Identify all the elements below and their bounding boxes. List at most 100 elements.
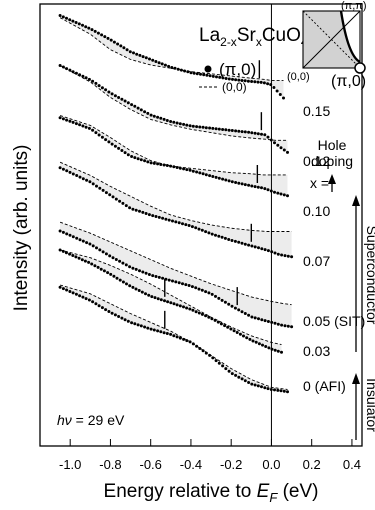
data-point [171,279,174,283]
data-point [226,325,230,329]
data-point [148,57,151,61]
legend: (π,0) (0,0) [199,60,256,94]
data-point [135,52,139,56]
data-point [164,217,168,221]
data-point [144,56,148,60]
data-point [126,101,130,105]
data-point [185,306,189,310]
data-point [230,372,234,376]
data-point [184,223,188,227]
data-point [156,162,160,166]
data-point [175,335,179,339]
data-point [128,265,132,269]
reference-curve-00 [59,284,288,390]
data-point [247,130,251,134]
data-point [229,327,233,331]
data-point [113,94,117,98]
data-point [211,74,215,78]
data-point [108,254,112,258]
data-point [106,271,110,275]
data-point [194,310,198,314]
data-point [165,332,169,335]
legend-label-00: (0,0) [222,80,247,94]
data-point [146,111,150,115]
data-point [224,178,228,182]
data-point [104,191,108,195]
data-point [146,160,150,164]
data-point [71,291,75,295]
data-point [234,373,238,377]
data-point [167,278,171,282]
data-point [165,119,169,122]
data-point [78,73,82,77]
data-point [250,131,254,135]
data-point [68,233,72,237]
data-point [120,149,124,152]
data-point [227,77,231,81]
data-point [94,302,98,306]
data-point [123,318,127,322]
series-curves: 0.15 0.12 0.10 0.07 0.05 (SIT) 0.03 0 (AFI) [58,14,365,394]
data-point [175,121,179,125]
data-point [68,290,72,293]
data-point [197,287,201,291]
data-point [266,135,270,139]
data-point [161,216,165,220]
data-point [87,26,91,30]
data-point [81,74,85,78]
data-point [61,249,65,253]
data-point [61,230,65,234]
data-point [276,349,280,353]
data-point [200,312,204,316]
data-point [201,125,205,129]
data-point [128,284,132,288]
data-point [98,186,102,190]
data-point [182,305,185,309]
data-point [276,252,280,256]
data-point [217,234,221,238]
data-point [234,78,238,82]
data-point [157,61,161,65]
series-label: 0.05 (SIT) [303,313,365,329]
data-point [81,177,85,181]
data-point [263,133,267,137]
reference-curve-00 [59,65,288,141]
data-point [172,302,176,306]
data-point [128,206,132,210]
x-axis-ticks: -1.0 -0.8 -0.6 -0.4 -0.2 0.0 0.2 0.4 [59,439,361,472]
data-point [78,175,82,179]
data-point [199,72,202,76]
data-point [58,248,62,252]
data-point [174,220,178,224]
data-point [85,241,89,245]
data-point [71,235,75,239]
data-point [71,172,75,176]
data-point [185,168,189,172]
data-point [214,233,217,237]
data-point [137,289,141,292]
data-point [208,174,212,178]
data-point [151,58,155,62]
data-point [257,246,260,250]
data-point [220,298,224,302]
data-point [260,186,263,190]
data-point [279,389,283,393]
data-point [108,193,112,197]
data-point [230,239,234,242]
data-point [276,322,280,326]
x-header: x = [310,175,329,191]
data-point [256,132,260,136]
data-point [130,103,134,107]
data-point [204,126,208,130]
shaded-regions [60,15,292,392]
legend-label-pi0: (π,0) [219,60,256,79]
data-point [243,379,247,383]
data-point [61,15,65,19]
data-point [172,120,176,124]
data-point [61,287,65,291]
data-point [102,269,106,273]
data-point [221,364,225,368]
data-point [125,282,128,286]
data-point [214,175,218,179]
